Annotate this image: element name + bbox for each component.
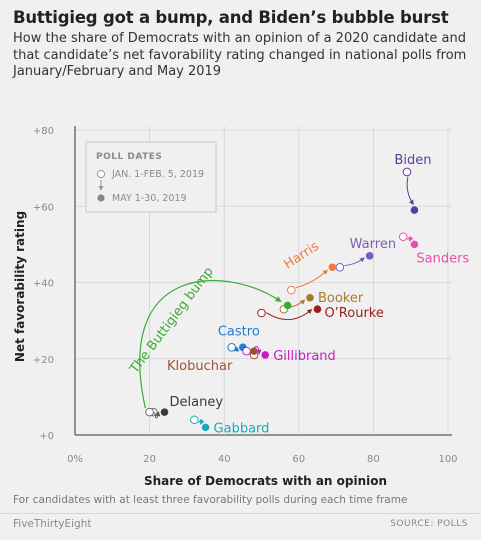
y-tick-label: +60 [33, 202, 54, 213]
warren-arrow [344, 257, 365, 266]
biden-label: Biden [394, 153, 431, 168]
x-tick-label: 40 [218, 454, 231, 465]
harris-label: Harris [281, 239, 322, 273]
gabbard-jan-point [190, 415, 199, 425]
buttigieg-bump-arrow [139, 280, 282, 409]
brand-credit: FiveThirtyEight [13, 518, 92, 530]
harris-may-point [328, 263, 337, 272]
y-tick-label: +0 [39, 431, 54, 442]
y-tick-label: +20 [33, 355, 54, 366]
gabbard-may-point [201, 423, 210, 432]
castro-label: Castro [218, 324, 260, 339]
gillibrand-label: Gillibrand [273, 349, 336, 364]
delaney-arrow [154, 411, 161, 419]
footnote: For candidates with at least three favor… [13, 494, 408, 506]
buttigieg-may-point [283, 301, 292, 310]
harris-jan-point [287, 285, 296, 295]
legend-filled-circle [97, 194, 105, 202]
o-rourke-jan-point [257, 308, 266, 318]
legend-title: POLL DATES [96, 152, 162, 162]
gabbard-arrow [198, 419, 205, 425]
sanders-may-point [410, 240, 419, 249]
biden-arrow [406, 176, 414, 206]
x-tick-label: 0% [67, 454, 83, 465]
gillibrand-jan-point [242, 346, 251, 356]
o-rourke-arrow [266, 308, 313, 321]
sanders-label: Sanders [416, 251, 469, 266]
gabbard-label: Gabbard [214, 421, 270, 436]
legend-box [85, 141, 217, 213]
delaney-jan-point [145, 407, 154, 417]
castro-jan-point [227, 343, 236, 352]
x-tick-label: 100 [438, 454, 457, 465]
x-axis-title: Share of Democrats with an opinion [144, 474, 387, 488]
biden-may-point [410, 206, 419, 214]
o-rourke-label: O’Rourke [324, 306, 383, 321]
klobuchar-may-point [250, 347, 258, 355]
gillibrand-may-point [261, 351, 270, 359]
booker-label: Booker [318, 291, 364, 306]
x-tick-label: 80 [367, 454, 380, 465]
harris-arrow [295, 269, 328, 289]
legend-open-circle [96, 169, 106, 179]
biden-jan-point [402, 167, 412, 177]
y-tick-label: +40 [33, 279, 54, 290]
delaney-label: Delaney [170, 395, 224, 410]
warren-may-point [365, 252, 374, 260]
legend-from-label: JAN. 1-FEB. 5, 2019 [111, 169, 204, 180]
delaney-may-point [160, 408, 169, 416]
chart-title: Buttigieg got a bump, and Biden’s bubble… [13, 8, 449, 27]
x-tick-label: 20 [143, 454, 156, 465]
sanders-arrow [407, 236, 414, 242]
booker-may-point [306, 293, 314, 302]
footer-divider [0, 513, 481, 514]
source-credit: SOURCE: POLLS [390, 519, 468, 529]
warren-jan-point [335, 262, 345, 272]
chart-subtitle: How the share of Democrats with an opini… [13, 31, 467, 79]
legend-to-label: MAY 1-30, 2019 [112, 193, 187, 204]
y-tick-label: +80 [33, 126, 54, 137]
y-axis-title: Net favorability rating [13, 211, 27, 362]
o-rourke-may-point [313, 305, 322, 313]
x-tick-label: 60 [292, 454, 305, 465]
klobuchar-label: Klobuchar [167, 359, 233, 374]
warren-label: Warren [350, 237, 396, 252]
sanders-jan-point [398, 232, 408, 242]
